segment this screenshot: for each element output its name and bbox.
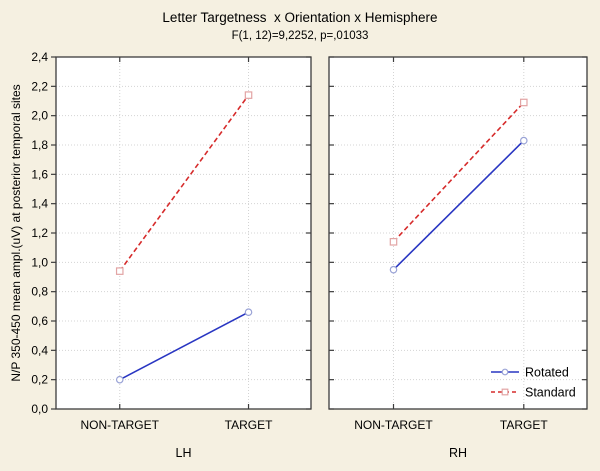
marker-square (519, 98, 528, 107)
y-tick-label: 0,0 (31, 402, 48, 416)
panel-border (55, 56, 312, 410)
y-tick-label: 2,4 (31, 50, 48, 64)
category-label: TARGET (500, 418, 548, 432)
panel-border (328, 56, 588, 410)
panel-label: LH (176, 446, 192, 460)
y-tick-label: 0,4 (31, 343, 48, 357)
legend-label: Standard (525, 386, 576, 400)
y-tick-label: 0,8 (31, 285, 48, 299)
series-line-rotated (119, 311, 249, 381)
category-label: TARGET (225, 418, 273, 432)
y-tick-label: 1,4 (31, 197, 48, 211)
chart-title: Letter Targetness x Orientation x Hemisp… (162, 10, 438, 25)
y-tick-label: 1,2 (31, 226, 48, 240)
series-line-rotated (392, 140, 525, 271)
y-tick-label: 1,0 (31, 255, 48, 269)
marker-square (244, 91, 253, 99)
y-tick-label: 2,0 (31, 109, 48, 123)
category-label: NON-TARGET (354, 418, 433, 432)
marker-square (115, 267, 124, 275)
marker-circle (115, 375, 124, 384)
chart-subtitle: F(1, 12)=9,2252, p=,01033 (231, 30, 369, 42)
legend-marker-square (501, 388, 509, 396)
marker-circle (519, 136, 528, 145)
y-tick-label: 1,6 (31, 167, 48, 181)
category-label: NON-TARGET (81, 418, 160, 432)
panel-label: RH (449, 446, 467, 460)
y-tick-label: 0,2 (31, 373, 48, 387)
y-tick-label: 0,6 (31, 314, 48, 328)
legend: Rotated Standard (491, 366, 576, 400)
panel-LH: 0,0 0,2 0,4 0,6 0,8 1,0 1,2 1,4 1,6 1,8 2,0 2,2 2,4 N… (31, 50, 312, 460)
series-line-standard (119, 94, 250, 272)
marker-circle (244, 308, 253, 317)
y-tick-label: 2,2 (31, 79, 48, 93)
legend-label: Rotated (525, 366, 569, 380)
marker-circle (389, 265, 398, 274)
legend-marker-circle (501, 368, 509, 376)
panel-RH: NON-TARGET TARGET RH (328, 56, 588, 460)
marker-square (389, 238, 398, 246)
y-tick-label: 1,8 (31, 138, 48, 152)
